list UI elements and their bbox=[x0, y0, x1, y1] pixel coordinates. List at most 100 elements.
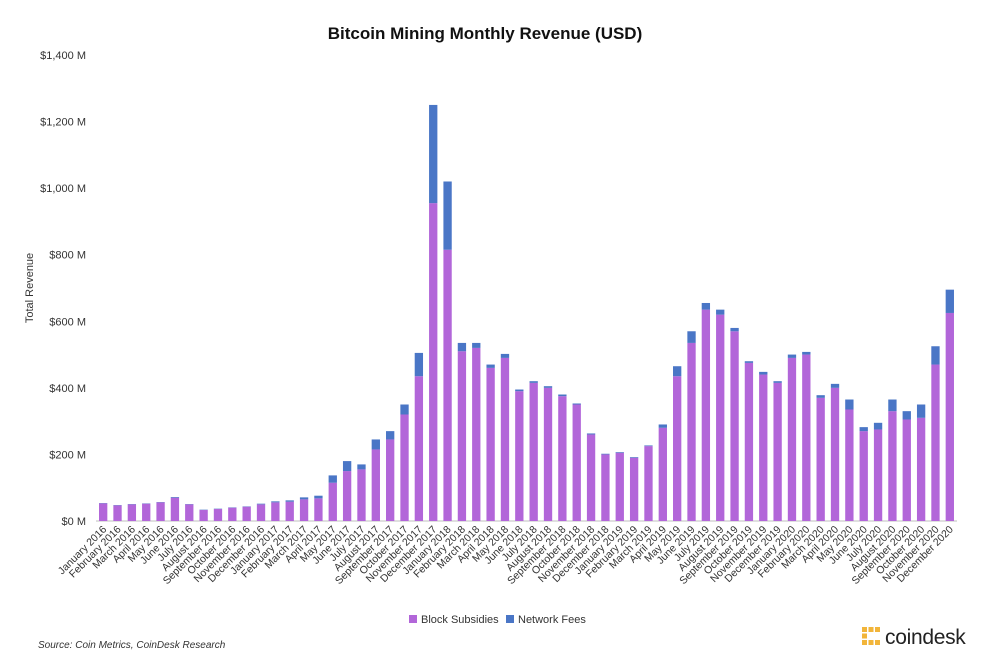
legend: Block Subsidies Network Fees bbox=[409, 614, 586, 626]
coindesk-logo-text: coindesk bbox=[885, 626, 966, 649]
bar-block-subsidies bbox=[414, 376, 424, 521]
y-tick-label: $1,200 M bbox=[40, 117, 86, 129]
bar-block-subsidies bbox=[328, 482, 337, 521]
bar-block-subsidies bbox=[386, 439, 395, 521]
bar-network-fees bbox=[845, 399, 854, 410]
bar-block-subsidies bbox=[242, 506, 251, 521]
bar-network-fees bbox=[299, 497, 309, 500]
bar-block-subsidies bbox=[687, 342, 696, 521]
bar-block-subsidies bbox=[156, 502, 165, 521]
bar-block-subsidies bbox=[816, 397, 825, 521]
bar-block-subsidies bbox=[199, 510, 208, 521]
bar-network-fees bbox=[916, 404, 926, 418]
bar-network-fees bbox=[744, 361, 754, 363]
bar-network-fees bbox=[314, 495, 323, 499]
y-tick-label: $200 M bbox=[49, 449, 86, 461]
bar-network-fees bbox=[615, 452, 624, 453]
bar-block-subsidies bbox=[945, 312, 954, 521]
bar-block-subsidies bbox=[371, 449, 380, 521]
bar-network-fees bbox=[515, 389, 524, 392]
bar-block-subsidies bbox=[644, 446, 653, 521]
bar-network-fees bbox=[443, 181, 452, 250]
y-tick-label: $0 M bbox=[62, 516, 86, 528]
bar-block-subsidies bbox=[888, 411, 897, 521]
bar-network-fees bbox=[342, 461, 352, 472]
bar-block-subsidies bbox=[658, 427, 667, 521]
bar-block-subsidies bbox=[472, 347, 481, 521]
bar-block-subsidies bbox=[830, 387, 840, 521]
bar-network-fees bbox=[787, 354, 797, 358]
bar-block-subsidies bbox=[759, 374, 768, 521]
bar-network-fees bbox=[802, 351, 811, 355]
bar-block-subsidies bbox=[773, 382, 782, 521]
bar-network-fees bbox=[601, 453, 610, 455]
bar-network-fees bbox=[902, 411, 911, 420]
legend-swatch-network-fees bbox=[506, 615, 514, 623]
bar-block-subsidies bbox=[342, 471, 352, 521]
bar-block-subsidies bbox=[515, 391, 524, 521]
bar-block-subsidies bbox=[802, 354, 811, 521]
bar-block-subsidies bbox=[673, 376, 682, 521]
chart-title: Bitcoin Mining Monthly Revenue (USD) bbox=[328, 24, 643, 43]
y-tick-label: $1,000 M bbox=[40, 183, 86, 195]
bar-network-fees bbox=[328, 475, 337, 483]
bar-network-fees bbox=[256, 503, 266, 505]
bar-network-fees bbox=[586, 433, 596, 435]
source-note: Source: Coin Metrics, CoinDesk Research bbox=[38, 640, 226, 651]
bar-block-subsidies bbox=[558, 396, 567, 521]
bar-block-subsidies bbox=[859, 431, 868, 521]
y-axis-ticks: $0 M $200 M $400 M $600 M $800 M $1,000 M $1,2… bbox=[40, 50, 86, 528]
bar-network-fees bbox=[816, 395, 825, 398]
y-axis-label: Total Revenue bbox=[24, 253, 36, 323]
bar-block-subsidies bbox=[787, 357, 797, 521]
bar-network-fees bbox=[888, 399, 897, 412]
bar-network-fees bbox=[271, 501, 280, 503]
bar-block-subsidies bbox=[629, 457, 639, 521]
bar-network-fees bbox=[830, 383, 840, 388]
bar-block-subsidies bbox=[99, 503, 108, 521]
bar-block-subsidies bbox=[744, 362, 754, 521]
bar-block-subsidies bbox=[500, 357, 510, 521]
bar-block-subsidies bbox=[873, 429, 883, 521]
bar-block-subsidies bbox=[228, 507, 237, 521]
bar-block-subsidies bbox=[716, 314, 725, 521]
y-tick-label: $600 M bbox=[49, 316, 86, 328]
bar-network-fees bbox=[543, 386, 553, 388]
bar-network-fees bbox=[386, 431, 395, 440]
bar-network-fees bbox=[644, 445, 653, 447]
bar-network-fees bbox=[759, 371, 768, 375]
bar-block-subsidies bbox=[730, 331, 739, 521]
bar-network-fees bbox=[945, 289, 954, 313]
bar-network-fees bbox=[170, 497, 180, 498]
bar-network-fees bbox=[429, 104, 438, 204]
bar-block-subsidies bbox=[127, 504, 137, 521]
coindesk-logo: coindesk bbox=[862, 626, 966, 650]
bar-block-subsidies bbox=[142, 503, 151, 521]
bar-block-subsidies bbox=[113, 505, 122, 521]
bar-network-fees bbox=[716, 309, 725, 315]
bar-block-subsidies bbox=[457, 351, 467, 521]
bar-network-fees bbox=[687, 331, 696, 343]
bars bbox=[99, 104, 954, 521]
bar-network-fees bbox=[658, 424, 667, 428]
bar-block-subsidies bbox=[601, 454, 610, 521]
bar-network-fees bbox=[529, 381, 538, 383]
bar-block-subsidies bbox=[486, 367, 495, 521]
bar-network-fees bbox=[400, 404, 409, 415]
bar-network-fees bbox=[285, 500, 294, 502]
bar-network-fees bbox=[500, 353, 510, 358]
bar-network-fees bbox=[629, 457, 639, 458]
legend-label-block-subsidies: Block Subsidies bbox=[421, 614, 499, 626]
y-tick-label: $400 M bbox=[49, 383, 86, 395]
bar-block-subsidies bbox=[299, 499, 309, 521]
bar-block-subsidies bbox=[443, 249, 452, 521]
bar-network-fees bbox=[873, 422, 883, 430]
bar-block-subsidies bbox=[256, 504, 266, 521]
bar-block-subsidies bbox=[170, 497, 180, 521]
bar-block-subsidies bbox=[213, 509, 223, 521]
y-tick-label: $1,400 M bbox=[40, 50, 86, 62]
bar-block-subsidies bbox=[357, 469, 366, 521]
y-tick-label: $800 M bbox=[49, 250, 86, 262]
